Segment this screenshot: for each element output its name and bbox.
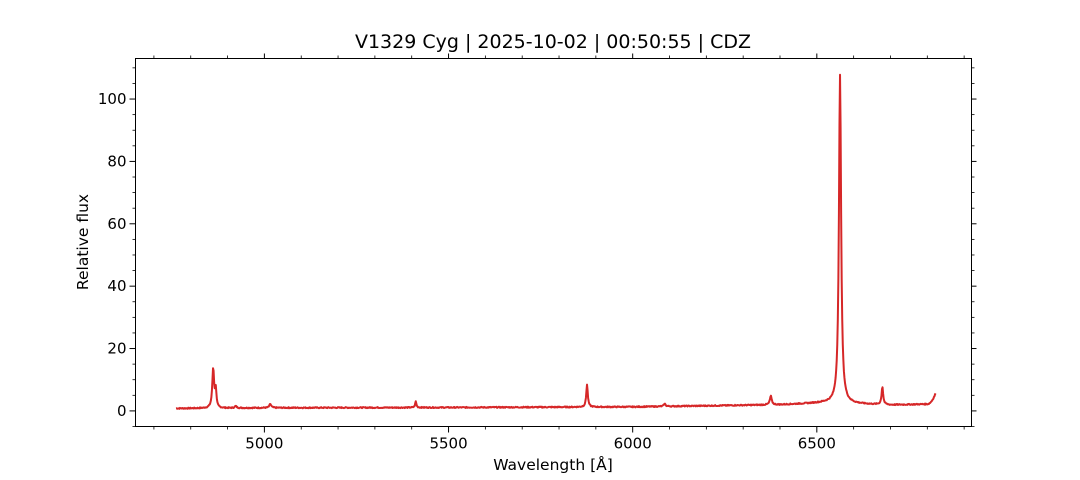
plot-frame [135,58,972,427]
y-tick-label: 0 [117,402,127,420]
x-axis-label: Wavelength [Å] [493,455,613,474]
x-tick-label: 6000 [614,435,652,453]
y-tick-label: 80 [107,152,126,170]
y-tick-label: 20 [107,340,126,358]
x-tick-label: 5500 [429,435,467,453]
y-tick-label: 60 [107,215,126,233]
y-axis: 0 20 40 60 80 100 [98,67,977,427]
plot-area [175,73,937,410]
y-tick-label: 100 [98,90,127,108]
y-tick-label: 40 [107,277,126,295]
chart-title: V1329 Cyg | 2025-10-02 | 00:50:55 | CDZ [355,31,751,53]
x-tick-label: 6500 [798,435,836,453]
spectrum-line [175,73,937,410]
y-axis-label: Relative flux [74,194,92,290]
x-tick-label: 5000 [245,435,283,453]
x-axis: 5000 5500 6000 6500 [153,53,965,453]
